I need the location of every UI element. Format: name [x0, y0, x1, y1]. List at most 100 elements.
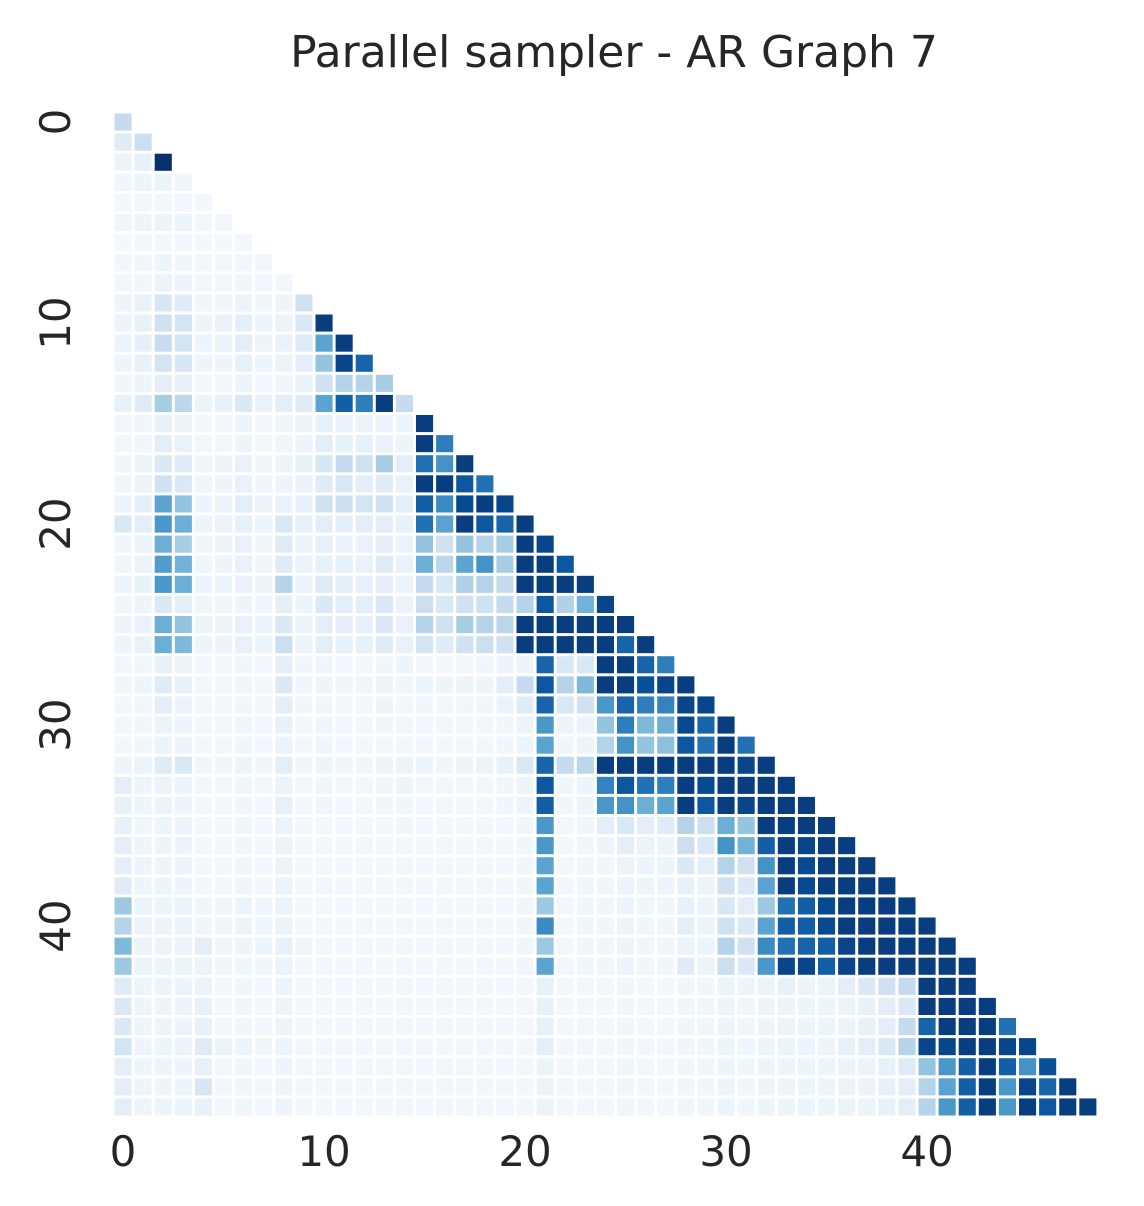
heatmap-cell [174, 455, 192, 473]
heatmap-cell [476, 776, 494, 794]
heatmap-cell [556, 877, 574, 895]
heatmap-cell [154, 314, 172, 332]
heatmap-cell [134, 756, 152, 774]
heatmap-cell [476, 736, 494, 754]
heatmap-cell [295, 475, 313, 493]
heatmap-cell [154, 837, 172, 855]
heatmap-cell [677, 997, 695, 1015]
heatmap-cell [315, 817, 333, 835]
heatmap-cell [355, 997, 373, 1015]
heatmap-cell [496, 636, 514, 654]
heatmap-cell [295, 917, 313, 935]
heatmap-cell [255, 354, 273, 372]
heatmap-cell [295, 1078, 313, 1096]
heatmap-cell [456, 696, 474, 714]
heatmap-cell [375, 575, 393, 593]
heatmap-cell [255, 997, 273, 1015]
heatmap-cell [154, 214, 172, 232]
heatmap-cell [215, 214, 233, 232]
heatmap-cell [596, 716, 614, 734]
heatmap-cell [1059, 1098, 1077, 1116]
heatmap-cell [858, 977, 876, 995]
heatmap-cell [375, 535, 393, 553]
heatmap-cell [436, 897, 454, 915]
heatmap-cell [416, 555, 434, 573]
heatmap-cell [375, 776, 393, 794]
heatmap-cell [395, 394, 413, 412]
heatmap-cell [295, 937, 313, 955]
heatmap-cell [275, 1098, 293, 1116]
heatmap-cell [596, 796, 614, 814]
heatmap-cell [456, 475, 474, 493]
heatmap-cell [416, 877, 434, 895]
heatmap-cell [918, 1018, 936, 1036]
heatmap-cell [255, 575, 273, 593]
heatmap-cell [335, 756, 353, 774]
heatmap-cell [355, 857, 373, 875]
y-tick-label: 40 [31, 899, 80, 952]
heatmap-cell [637, 1078, 655, 1096]
heatmap-cell [295, 756, 313, 774]
heatmap-cell [777, 837, 795, 855]
heatmap-cell [134, 234, 152, 252]
heatmap-cell [757, 1018, 775, 1036]
heatmap-cell [958, 1058, 976, 1076]
heatmap-cell [958, 1098, 976, 1116]
heatmap-cell [235, 877, 253, 895]
heatmap-cell [596, 937, 614, 955]
heatmap-cell [395, 1018, 413, 1036]
heatmap-cell [174, 1058, 192, 1076]
heatmap-cell [777, 937, 795, 955]
heatmap-cell [355, 817, 373, 835]
heatmap-cell [375, 676, 393, 694]
heatmap-cell [677, 1078, 695, 1096]
heatmap-cell [416, 897, 434, 915]
heatmap-cell [436, 817, 454, 835]
heatmap-cell [858, 937, 876, 955]
heatmap-cell [215, 756, 233, 774]
heatmap-cell [134, 736, 152, 754]
heatmap-cell [194, 796, 212, 814]
heatmap-cell [355, 837, 373, 855]
heatmap-cell [335, 394, 353, 412]
heatmap-cell [556, 837, 574, 855]
heatmap-cell [355, 736, 373, 754]
heatmap-cell [295, 515, 313, 533]
heatmap-cell [818, 937, 836, 955]
heatmap-cell [456, 857, 474, 875]
heatmap-cell [114, 1018, 132, 1036]
heatmap-cell [395, 535, 413, 553]
heatmap-cell [436, 1078, 454, 1096]
heatmap-cell [154, 595, 172, 613]
heatmap-cell [476, 1098, 494, 1116]
heatmap-cell [617, 636, 635, 654]
heatmap-cell [375, 977, 393, 995]
heatmap-cell [154, 957, 172, 975]
heatmap-cell [516, 1038, 534, 1056]
heatmap-cell [556, 897, 574, 915]
heatmap-cell [456, 837, 474, 855]
heatmap-cell [134, 495, 152, 513]
heatmap-cell [496, 555, 514, 573]
heatmap-cell [235, 636, 253, 654]
heatmap-cell [275, 857, 293, 875]
heatmap-cell [416, 977, 434, 995]
heatmap-cell [797, 817, 815, 835]
heatmap-cell [898, 1098, 916, 1116]
heatmap-cell [737, 957, 755, 975]
heatmap-cell [235, 575, 253, 593]
heatmap-cell [838, 1018, 856, 1036]
heatmap-cell [194, 394, 212, 412]
heatmap-cell [295, 716, 313, 734]
heatmap-cell [255, 1098, 273, 1116]
heatmap-cell [556, 676, 574, 694]
heatmap-cell [395, 877, 413, 895]
heatmap-cell [154, 1058, 172, 1076]
heatmap-cell [335, 535, 353, 553]
heatmap-cell [556, 756, 574, 774]
heatmap-cell [657, 736, 675, 754]
heatmap-cell [737, 977, 755, 995]
heatmap-cell [295, 616, 313, 634]
heatmap-cell [617, 1018, 635, 1036]
heatmap-cell [617, 616, 635, 634]
